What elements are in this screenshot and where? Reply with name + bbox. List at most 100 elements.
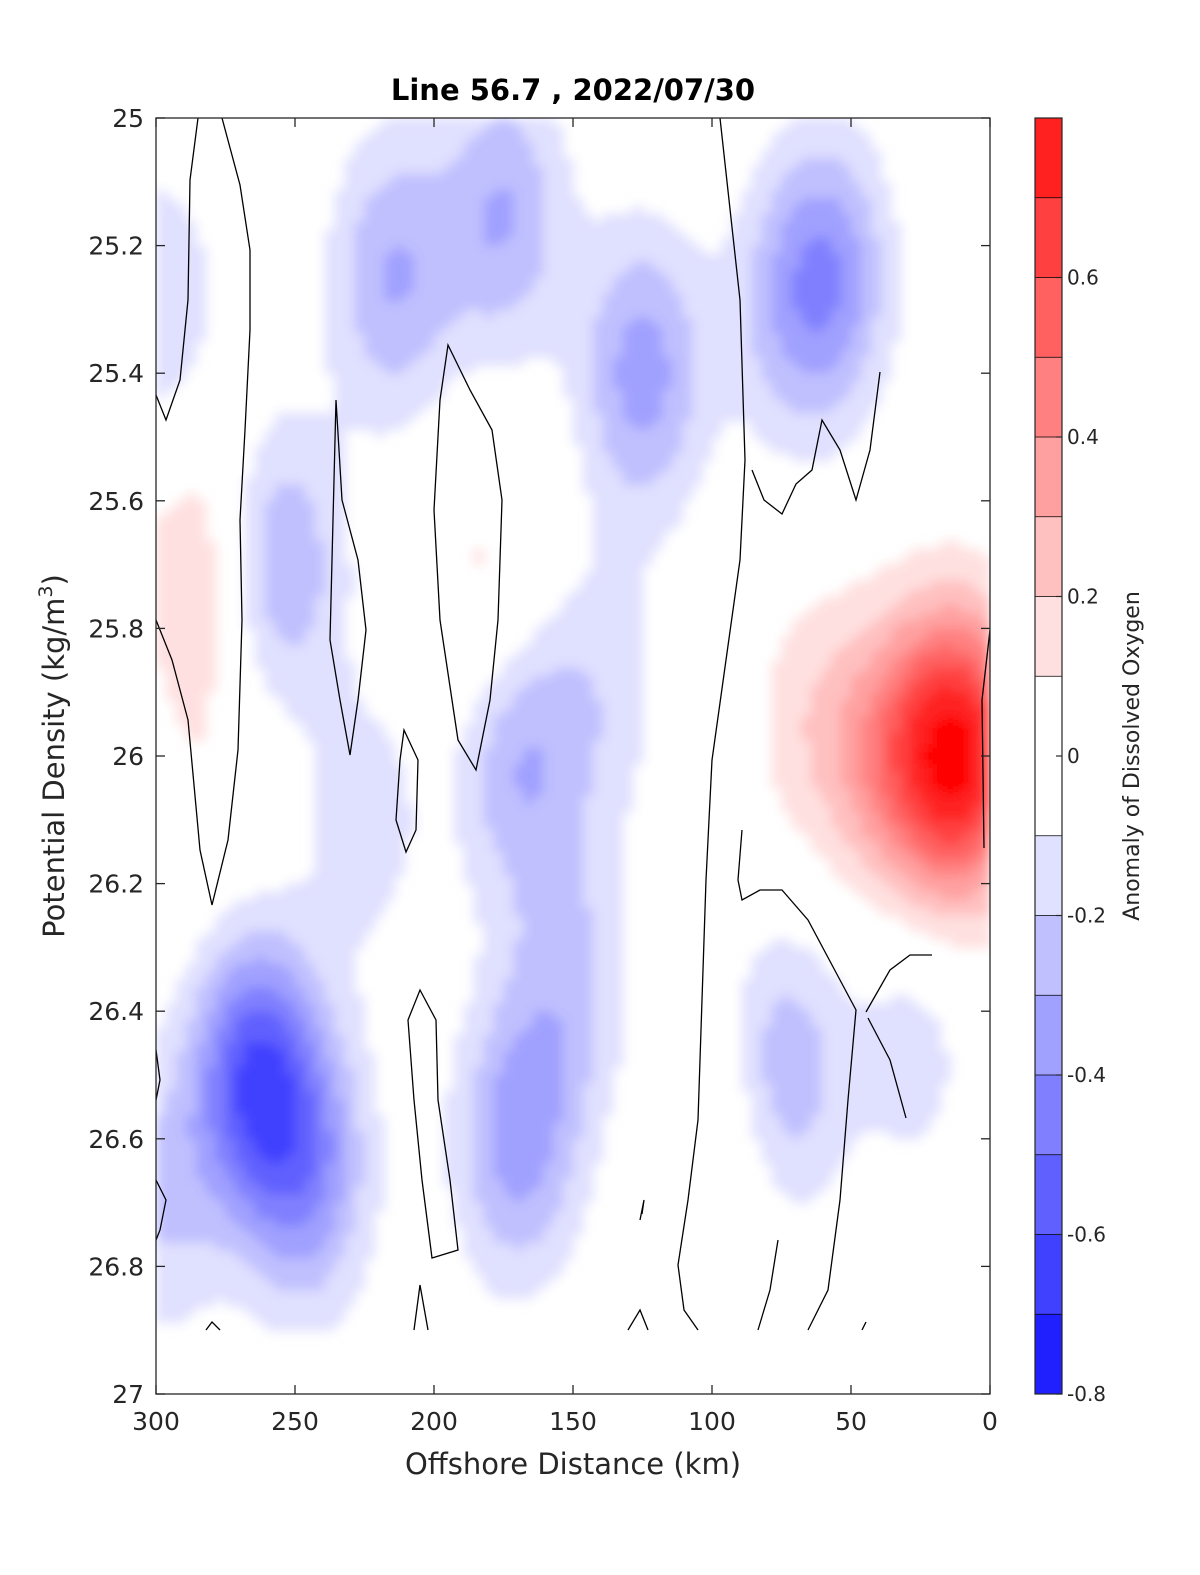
field-cell	[285, 668, 296, 677]
field-cell	[295, 572, 306, 582]
field-cell	[950, 628, 961, 637]
field-cell	[880, 245, 892, 255]
field-cell	[443, 253, 455, 263]
field-cell	[493, 883, 505, 893]
field-cell	[841, 644, 852, 653]
field-cell	[324, 907, 336, 917]
field-cell	[801, 365, 812, 374]
field-cell	[801, 803, 812, 813]
field-cell	[712, 365, 723, 374]
field-cell	[165, 381, 177, 390]
field-cell	[324, 971, 336, 980]
field-cell	[354, 237, 366, 247]
field-cell	[741, 205, 753, 215]
field-cell	[980, 652, 990, 661]
field-cell	[632, 237, 644, 247]
field-cell	[741, 979, 753, 988]
field-cell	[860, 724, 872, 733]
field-cell	[622, 716, 634, 725]
field-cell	[970, 596, 981, 606]
field-cell	[940, 891, 951, 901]
field-cell	[354, 732, 366, 741]
field-cell	[712, 333, 723, 342]
field-cell	[920, 748, 932, 757]
field-cell	[632, 229, 644, 239]
field-cell	[553, 756, 564, 765]
field-cell	[970, 588, 981, 598]
field-cell	[205, 548, 217, 558]
field-cell	[841, 1019, 852, 1028]
field-cell	[314, 827, 326, 837]
field-cell	[712, 253, 723, 263]
field-cell	[573, 875, 584, 885]
field-cell	[612, 524, 624, 534]
field-cell	[721, 349, 733, 358]
field-cell	[980, 644, 990, 653]
field-cell	[781, 213, 793, 223]
field-cell	[573, 979, 584, 988]
field-cell	[622, 229, 634, 239]
field-cell	[523, 261, 534, 271]
field-cell	[533, 963, 544, 972]
field-cell	[612, 939, 624, 948]
field-cell	[463, 245, 475, 255]
field-cell	[285, 532, 296, 542]
field-cell	[543, 787, 554, 797]
field-cell	[354, 357, 366, 366]
field-cell	[195, 628, 207, 637]
field-cell	[513, 229, 524, 239]
field-cell	[841, 596, 852, 606]
field-cell	[314, 444, 326, 454]
field-cell	[185, 979, 197, 988]
field-cell	[354, 1003, 366, 1012]
field-cell	[801, 700, 812, 709]
field-cell	[612, 684, 624, 693]
field-cell	[394, 421, 405, 430]
field-cell	[513, 987, 524, 996]
field-cell	[543, 779, 554, 789]
field-cell	[632, 692, 644, 701]
field-cell	[275, 955, 286, 964]
field-cell	[831, 389, 842, 398]
field-cell	[314, 596, 326, 606]
field-cell	[781, 413, 793, 422]
field-cell	[384, 197, 395, 207]
field-cell	[324, 277, 336, 287]
field-cell	[394, 333, 405, 342]
field-cell	[185, 309, 197, 318]
field-cell	[811, 636, 822, 645]
field-cell	[860, 165, 872, 175]
field-cell	[523, 692, 534, 701]
field-cell	[235, 915, 246, 925]
field-cell	[771, 987, 783, 996]
field-cell	[602, 692, 614, 701]
field-cell	[175, 580, 187, 590]
field-cell	[245, 899, 256, 909]
field-cell	[334, 1027, 346, 1036]
field-cell	[950, 660, 961, 669]
field-cell	[642, 373, 654, 382]
field-cell	[970, 811, 981, 821]
field-cell	[205, 668, 217, 677]
field-cell	[344, 205, 356, 215]
field-cell	[424, 173, 435, 183]
field-cell	[632, 460, 644, 470]
field-cell	[483, 716, 495, 725]
field-cell	[622, 580, 634, 590]
field-cell	[424, 293, 435, 303]
field-cell	[374, 333, 385, 342]
field-cell	[364, 779, 376, 789]
field-cell	[582, 580, 594, 590]
field-cell	[592, 700, 604, 709]
field-cell	[394, 309, 405, 318]
field-cell	[533, 1019, 544, 1028]
field-cell	[275, 564, 286, 574]
field-cell	[543, 261, 554, 271]
field-cell	[156, 564, 167, 574]
field-cell	[324, 1003, 336, 1012]
field-cell	[493, 931, 505, 941]
field-cell	[533, 827, 544, 837]
field-cell	[553, 947, 564, 956]
field-cell	[483, 867, 495, 877]
field-cell	[642, 397, 654, 406]
